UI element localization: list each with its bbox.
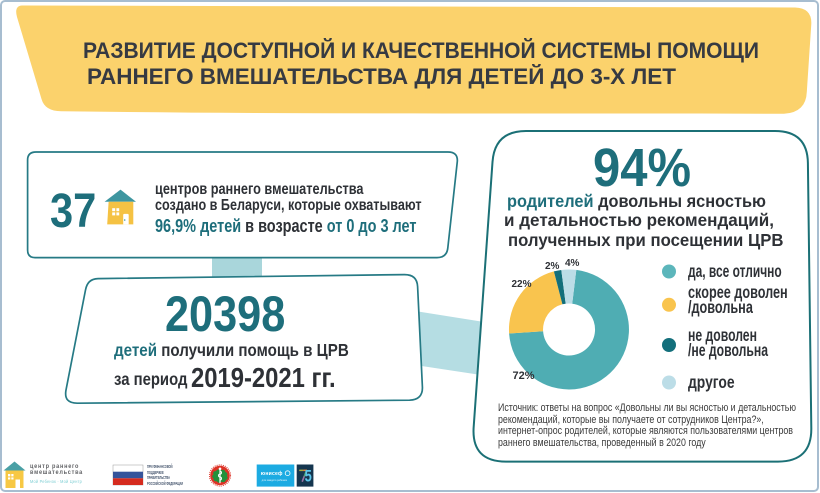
svg-text:5: 5 xyxy=(305,468,312,486)
svg-text:для каждого ребенка: для каждого ребенка xyxy=(262,478,288,482)
svg-text:юнисеф: юнисеф xyxy=(261,470,283,477)
